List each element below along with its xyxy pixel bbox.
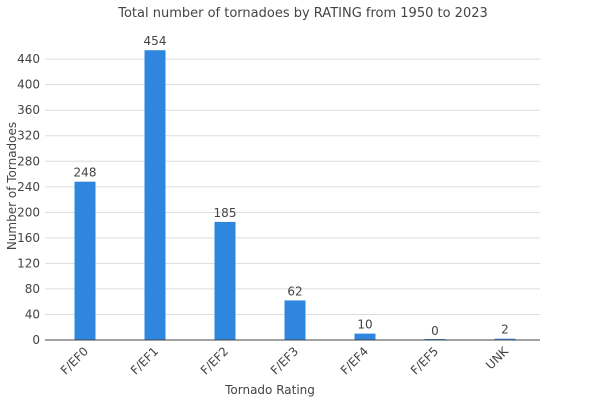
bars xyxy=(74,50,516,340)
data-label: 0 xyxy=(431,324,439,338)
y-tick-label: 280 xyxy=(17,154,40,168)
data-label: 454 xyxy=(144,34,167,48)
y-tick-label: 0 xyxy=(32,333,40,347)
y-tick-label: 360 xyxy=(17,103,40,117)
x-tick-label: F/EF1 xyxy=(128,344,161,377)
x-axis-ticks: F/EF0 F/EF1 F/EF2 F/EF3 F/EF4 F/EF5 UNK xyxy=(58,343,512,377)
y-tick-label: 120 xyxy=(17,256,40,270)
data-labels: 248 454 185 62 10 0 2 xyxy=(74,34,509,338)
y-tick-label: 400 xyxy=(17,78,40,92)
data-label: 10 xyxy=(357,318,372,332)
y-tick-label: 160 xyxy=(17,231,40,245)
bar xyxy=(144,50,166,340)
x-tick-label: F/EF0 xyxy=(58,344,91,377)
gridlines xyxy=(45,58,540,315)
x-tick-label: F/EF3 xyxy=(268,344,301,377)
y-axis-label: Number of Tornadoes xyxy=(5,122,19,250)
x-tick-label: UNK xyxy=(483,343,512,372)
y-axis-ticks: 0 40 80 120 160 200 240 280 320 360 400 440 xyxy=(17,52,40,347)
data-label: 185 xyxy=(214,206,237,220)
x-tick-label: F/EF4 xyxy=(338,344,371,377)
data-label: 248 xyxy=(74,166,97,180)
y-tick-label: 200 xyxy=(17,205,40,219)
bar xyxy=(214,221,236,340)
chart-title: Total number of tornadoes by RATING from… xyxy=(117,6,488,21)
data-label: 62 xyxy=(287,284,302,298)
bar xyxy=(494,338,516,340)
y-tick-label: 440 xyxy=(17,52,40,66)
y-tick-label: 80 xyxy=(25,282,40,296)
x-tick-label: F/EF2 xyxy=(198,344,231,377)
y-tick-label: 320 xyxy=(17,129,40,143)
bar xyxy=(74,181,96,340)
bar xyxy=(284,300,306,340)
bar xyxy=(354,333,376,340)
y-tick-label: 240 xyxy=(17,180,40,194)
y-tick-label: 40 xyxy=(25,307,40,321)
x-tick-label: F/EF5 xyxy=(408,344,441,377)
x-axis-label: Tornado Rating xyxy=(224,383,315,397)
data-label: 2 xyxy=(501,323,509,337)
